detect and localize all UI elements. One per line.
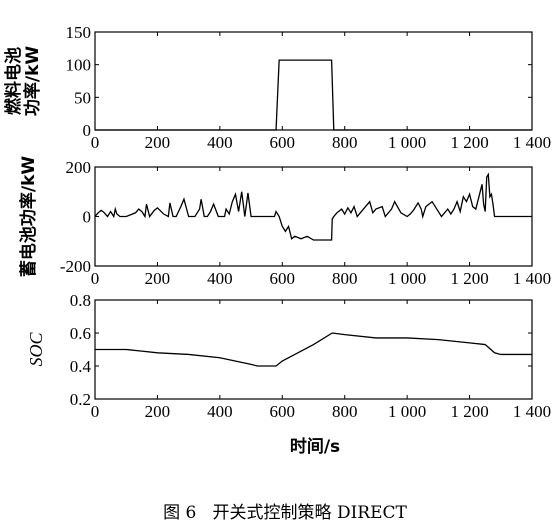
series-line: [94, 172, 532, 241]
series-line: [95, 332, 532, 367]
x-tick-label: 0: [91, 269, 100, 288]
x-tick-label: 1 000: [388, 269, 426, 288]
y-tick-label: 0: [83, 121, 92, 140]
chart-panels: 0 200 400 600 800 1 000 1 200 1 400 0 50 100 150 燃料电…: [3, 23, 551, 421]
x-tick-label: 400: [207, 133, 233, 152]
x-tick-label: 800: [332, 402, 358, 421]
y-tick-label: 200: [66, 158, 92, 177]
x-tick-label: 1 400: [513, 133, 551, 152]
y-axis-label: SOC: [26, 332, 46, 367]
x-tick-label: 1 400: [513, 269, 551, 288]
chart-panel: 0 200 400 600 800 1 000 1 200 1 400 0.2 0.4 0.6 0.8…: [26, 291, 551, 421]
plot-frame: [94, 166, 533, 267]
y-tick-label: 100: [66, 56, 92, 75]
y-tick-label: 150: [66, 23, 92, 42]
x-tick-label: 0: [91, 402, 100, 421]
chart-panel: 0 200 400 600 800 1 000 1 200 1 400 0 50 100 150 燃料电…: [3, 23, 551, 152]
x-tick-label: 200: [145, 269, 171, 288]
x-tick-label: 1 200: [450, 133, 488, 152]
chart-panel: 0 200 400 600 800 1 000 1 200 1 400-2000200蓄电池功…: [18, 156, 551, 288]
x-tick-label: 600: [270, 402, 296, 421]
y-tick-label: 0.4: [70, 357, 92, 376]
x-tick-label: 1 200: [450, 269, 488, 288]
y-tick-label: -200: [60, 257, 91, 276]
series-line: [95, 59, 532, 131]
x-tick-label: 400: [207, 402, 233, 421]
x-tick-label: 400: [207, 269, 233, 288]
x-tick-label: 1 400: [513, 402, 551, 421]
x-tick-label: 600: [270, 133, 296, 152]
x-tick-label: 200: [145, 133, 171, 152]
y-axis-label: 蓄电池功率/kW: [18, 156, 39, 278]
figure-caption: 图 6 开关式控制策略 DIRECT: [163, 503, 407, 523]
x-tick-label: 1 000: [388, 133, 426, 152]
x-tick-label: 1 200: [450, 402, 488, 421]
y-axis-label: 功率/kW: [22, 46, 43, 117]
x-tick-label: 800: [332, 133, 358, 152]
y-tick-label: 0.8: [70, 291, 91, 310]
x-tick-label: 1 000: [388, 402, 426, 421]
y-tick-label: 50: [74, 88, 91, 107]
y-axis-label: 燃料电池: [3, 47, 24, 115]
x-tick-label: 800: [332, 269, 358, 288]
y-tick-label: 0: [83, 208, 92, 227]
plot-frame: [94, 299, 533, 400]
y-tick-label: 0.2: [70, 390, 91, 409]
y-tick-label: 0.6: [70, 324, 91, 343]
plot-frame: [94, 31, 533, 131]
x-tick-label: 600: [270, 269, 296, 288]
x-tick-label: 0: [91, 133, 100, 152]
x-tick-label: 200: [145, 402, 171, 421]
x-axis-label: 时间/s: [290, 436, 340, 457]
